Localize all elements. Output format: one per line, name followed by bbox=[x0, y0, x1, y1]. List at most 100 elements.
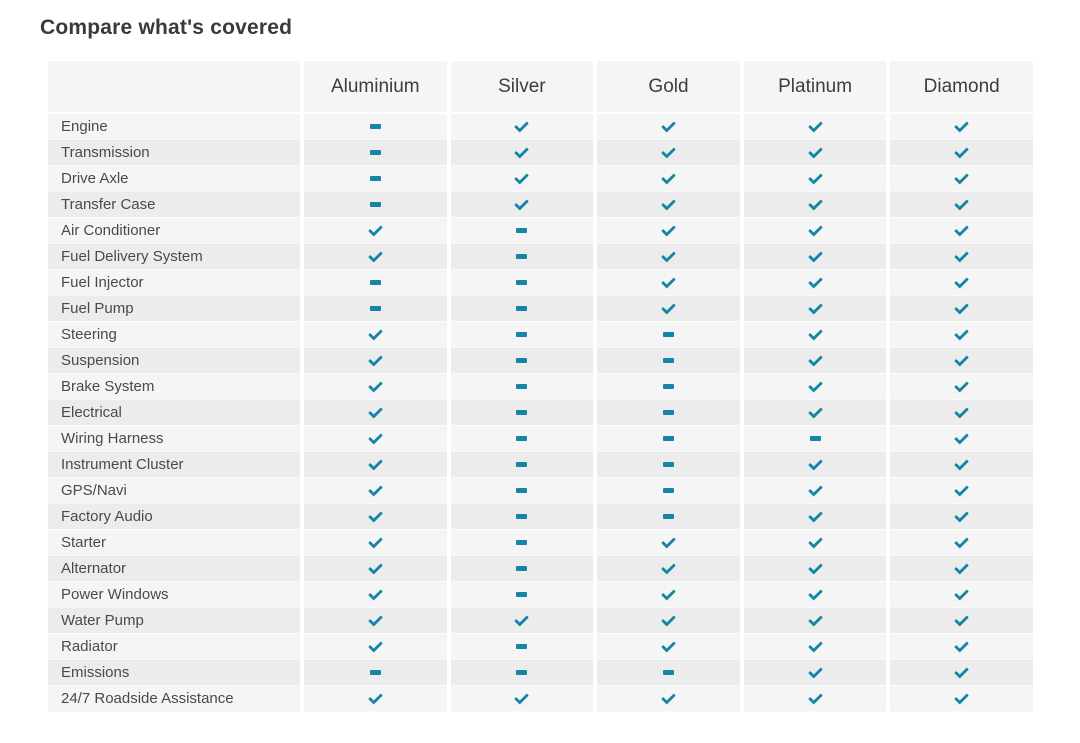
check-icon bbox=[514, 199, 529, 210]
coverage-cell-alternator-platinum bbox=[743, 556, 887, 582]
dash-icon bbox=[369, 176, 381, 181]
check-icon bbox=[808, 147, 823, 158]
coverage-cell-water-pump-gold bbox=[597, 608, 740, 634]
check-icon bbox=[661, 615, 676, 626]
dash-icon bbox=[662, 514, 674, 519]
coverage-cell-power-windows-aluminium bbox=[304, 582, 447, 608]
check-icon bbox=[954, 277, 969, 288]
dash-icon bbox=[809, 436, 821, 441]
coverage-cell-drive-axle-diamond bbox=[890, 166, 1033, 192]
coverage-cell-engine-diamond bbox=[890, 114, 1033, 140]
coverage-cell-alternator-silver bbox=[450, 556, 594, 582]
coverage-cell-gps-navi-platinum bbox=[743, 478, 887, 504]
dash-icon bbox=[369, 670, 381, 675]
table-row-water-pump: Water Pump bbox=[48, 608, 1033, 634]
dash-icon bbox=[662, 358, 674, 363]
coverage-cell-air-conditioner-platinum bbox=[743, 218, 887, 244]
coverage-cell-fuel-delivery-system-silver bbox=[450, 244, 594, 270]
coverage-cell-gps-navi-gold bbox=[597, 478, 740, 504]
check-icon bbox=[808, 485, 823, 496]
table-row-alternator: Alternator bbox=[48, 556, 1033, 582]
table-row-transmission: Transmission bbox=[48, 140, 1033, 166]
check-icon bbox=[808, 199, 823, 210]
check-icon bbox=[514, 615, 529, 626]
column-header-diamond: Diamond bbox=[890, 61, 1033, 112]
coverage-cell-emissions-platinum bbox=[743, 660, 887, 686]
check-icon bbox=[368, 433, 383, 444]
check-icon bbox=[808, 329, 823, 340]
check-icon bbox=[808, 615, 823, 626]
coverage-cell-alternator-aluminium bbox=[304, 556, 447, 582]
row-label: Alternator bbox=[48, 556, 300, 582]
dash-icon bbox=[516, 254, 528, 259]
check-icon bbox=[808, 121, 823, 132]
check-icon bbox=[661, 199, 676, 210]
check-icon bbox=[954, 693, 969, 704]
coverage-cell-wiring-harness-silver bbox=[450, 426, 594, 452]
check-icon bbox=[661, 693, 676, 704]
dash-icon bbox=[516, 566, 528, 571]
row-label: Emissions bbox=[48, 660, 300, 686]
check-icon bbox=[661, 589, 676, 600]
coverage-cell-radiator-diamond bbox=[890, 634, 1033, 660]
coverage-cell-gps-navi-silver bbox=[450, 478, 594, 504]
coverage-cell-wiring-harness-platinum bbox=[743, 426, 887, 452]
coverage-cell-suspension-silver bbox=[450, 348, 594, 374]
check-icon bbox=[368, 485, 383, 496]
coverage-cell-wiring-harness-diamond bbox=[890, 426, 1033, 452]
check-icon bbox=[368, 329, 383, 340]
coverage-cell-radiator-silver bbox=[450, 634, 594, 660]
table-row-suspension: Suspension bbox=[48, 348, 1033, 374]
coverage-cell-engine-platinum bbox=[743, 114, 887, 140]
coverage-cell-drive-axle-platinum bbox=[743, 166, 887, 192]
column-header-aluminium: Aluminium bbox=[304, 61, 447, 112]
coverage-cell-engine-aluminium bbox=[304, 114, 447, 140]
check-icon bbox=[954, 537, 969, 548]
coverage-cell-brake-system-silver bbox=[450, 374, 594, 400]
dash-icon bbox=[662, 332, 674, 337]
coverage-cell-fuel-injector-gold bbox=[597, 270, 740, 296]
dash-icon bbox=[516, 410, 528, 415]
check-icon bbox=[368, 355, 383, 366]
table-row-emissions: Emissions bbox=[48, 660, 1033, 686]
check-icon bbox=[514, 173, 529, 184]
check-icon bbox=[954, 173, 969, 184]
coverage-cell-transmission-aluminium bbox=[304, 140, 447, 166]
check-icon bbox=[368, 511, 383, 522]
row-label: Transmission bbox=[48, 140, 300, 166]
dash-icon bbox=[516, 670, 528, 675]
coverage-cell-steering-diamond bbox=[890, 322, 1033, 348]
dash-icon bbox=[369, 150, 381, 155]
check-icon bbox=[954, 485, 969, 496]
check-icon bbox=[661, 147, 676, 158]
coverage-cell-factory-audio-aluminium bbox=[304, 504, 447, 530]
table-row-factory-audio: Factory Audio bbox=[48, 504, 1033, 530]
check-icon bbox=[954, 563, 969, 574]
coverage-cell-24-7-roadside-assistance-gold bbox=[597, 686, 740, 712]
coverage-cell-fuel-delivery-system-gold bbox=[597, 244, 740, 270]
coverage-cell-radiator-aluminium bbox=[304, 634, 447, 660]
table-row-radiator: Radiator bbox=[48, 634, 1033, 660]
coverage-cell-steering-aluminium bbox=[304, 322, 447, 348]
table-row-fuel-delivery-system: Fuel Delivery System bbox=[48, 244, 1033, 270]
dash-icon bbox=[516, 306, 528, 311]
check-icon bbox=[661, 303, 676, 314]
table-row-transfer-case: Transfer Case bbox=[48, 192, 1033, 218]
coverage-cell-factory-audio-gold bbox=[597, 504, 740, 530]
check-icon bbox=[954, 667, 969, 678]
dash-icon bbox=[516, 514, 528, 519]
row-label: Wiring Harness bbox=[48, 426, 300, 452]
dash-icon bbox=[662, 488, 674, 493]
coverage-cell-24-7-roadside-assistance-silver bbox=[450, 686, 594, 712]
dash-icon bbox=[516, 462, 528, 467]
row-label: Fuel Pump bbox=[48, 296, 300, 322]
check-icon bbox=[661, 225, 676, 236]
check-icon bbox=[368, 589, 383, 600]
row-label: Factory Audio bbox=[48, 504, 300, 530]
coverage-cell-electrical-gold bbox=[597, 400, 740, 426]
check-icon bbox=[368, 641, 383, 652]
coverage-cell-fuel-delivery-system-platinum bbox=[743, 244, 887, 270]
check-icon bbox=[808, 511, 823, 522]
table-row-gps-navi: GPS/Navi bbox=[48, 478, 1033, 504]
coverage-cell-engine-silver bbox=[450, 114, 594, 140]
